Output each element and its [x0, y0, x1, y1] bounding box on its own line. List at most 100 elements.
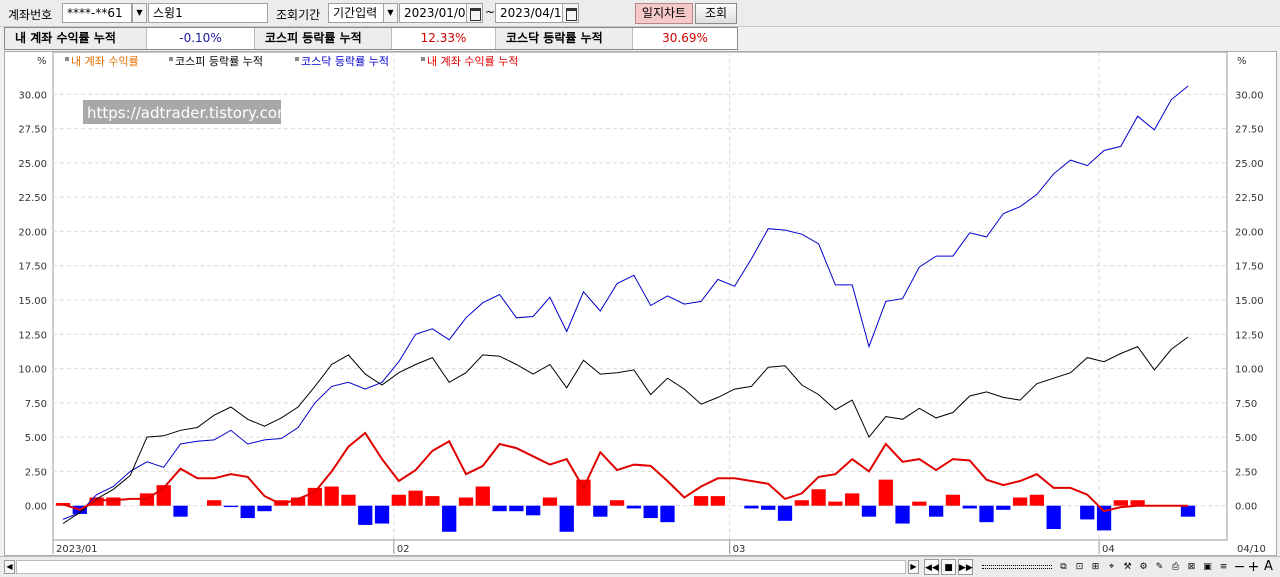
bottom-bar: ◀ ▶ ◀◀ ■ ▶▶ ⧉ ⊡ ⊞ ⌖ ⚒ ⚙ ✎ ⎙ ⊠ ▣ ≡ − + A [0, 556, 1280, 577]
daily-return-bar [240, 505, 255, 519]
square-icon[interactable]: ⧉ [1060, 562, 1067, 572]
y-tick-label-left: 27.50 [18, 125, 47, 136]
x-end-label: 04/10 [1237, 544, 1266, 555]
zoom-in-icon[interactable]: + [1247, 559, 1260, 575]
y-tick-label-left: 30.00 [18, 90, 47, 101]
y-tick-label-right: 20.00 [1235, 227, 1264, 238]
daily-return-bar [1096, 505, 1112, 531]
daily-return-bar [425, 496, 440, 506]
daily-return-bar [593, 505, 608, 517]
window-icon[interactable]: ▣ [1203, 562, 1212, 572]
y-tick-label-right: 27.50 [1235, 125, 1264, 136]
y-tick-label-left: 10.00 [18, 365, 47, 376]
y-tick-label-right: 10.00 [1235, 365, 1264, 376]
crosshair-icon[interactable]: ⌖ [1108, 562, 1115, 572]
y-tick-label-left: 7.50 [25, 399, 47, 410]
daily-return-bar [542, 497, 558, 506]
account-number-field[interactable]: ****-**61 [62, 3, 132, 23]
query-button[interactable]: 조회 [695, 3, 737, 24]
watermark-text: https://adtrader.tistory.com [87, 104, 292, 122]
date-separator: ~ [485, 5, 496, 19]
y-tick-label-left: 17.50 [18, 262, 47, 273]
daily-return-bar [878, 479, 893, 506]
daily-return-bar [928, 505, 944, 517]
my-return-label: 내 계좌 수익률 누적 [5, 28, 147, 49]
my-return-value: -0.10% [147, 28, 255, 49]
draw-icon[interactable]: ✎ [1155, 562, 1164, 572]
daily-return-bar [1080, 505, 1095, 520]
daily-return-bar [1180, 505, 1196, 517]
y-tick-label-right: 25.00 [1235, 159, 1264, 170]
daily-return-bar [1012, 497, 1028, 506]
daily-return-bar [526, 505, 541, 516]
daily-return-bar [442, 505, 457, 532]
account-dropdown-icon[interactable]: ▼ [132, 3, 147, 23]
daily-return-bar [290, 497, 306, 506]
daily-return-bar [173, 505, 188, 517]
last-page-icon[interactable]: ▶▶ [958, 559, 973, 575]
stop-icon[interactable]: ■ [941, 559, 956, 575]
daily-return-bar [861, 505, 877, 517]
y-tick-label-right: 22.50 [1235, 193, 1264, 204]
scroll-right-icon[interactable]: ▶ [908, 560, 919, 574]
daily-return-bar [811, 489, 826, 506]
performance-chart[interactable]: 0.00 2.50 5.00 7.50 10.00 12.50 15.00 17.50 20.0… [5, 51, 1276, 555]
y-tick-label-right: 12.50 [1235, 330, 1264, 341]
print-icon[interactable]: ⎙ [1171, 562, 1180, 572]
x-tick-label: 03 [733, 544, 746, 555]
y-tick-label-left: 0.00 [25, 502, 47, 513]
date-from-calendar-icon[interactable] [466, 3, 483, 23]
kospi-value: 12.33% [392, 28, 496, 49]
scroll-left-icon[interactable]: ◀ [4, 560, 15, 574]
period-dropdown-icon[interactable]: ▼ [383, 3, 398, 23]
kosdaq-label: 코스닥 등락률 누적 [496, 28, 633, 49]
y-tick-label-right: 17.50 [1235, 262, 1264, 273]
date-from-field[interactable]: 2023/01/01 [399, 3, 467, 23]
daily-return-bar [257, 505, 272, 512]
y-tick-label-right: 2.50 [1235, 467, 1257, 478]
first-page-icon[interactable]: ◀◀ [924, 559, 939, 575]
period-label: 조회기간 [276, 8, 321, 22]
copy-icon[interactable]: ⊡ [1075, 562, 1084, 572]
series-line [62, 336, 1189, 524]
daily-return-bar [374, 505, 390, 524]
legend-swatch [169, 57, 173, 61]
daily-return-bar [777, 505, 793, 521]
daily-return-bar [1130, 500, 1145, 506]
daily-return-bar [794, 500, 809, 506]
chart-panel[interactable]: 0.00 2.50 5.00 7.50 10.00 12.50 15.00 17.50 20.0… [4, 51, 1277, 556]
daily-return-bar [693, 496, 709, 506]
legend-label: 내 계좌 수익률 [71, 55, 139, 68]
zoom-out-icon[interactable]: − [1233, 559, 1246, 575]
daily-return-bar [391, 494, 406, 506]
daily-return-bar [609, 500, 625, 506]
menu-icon[interactable]: ≡ [1219, 562, 1228, 572]
y-tick-label-left: 15.00 [18, 296, 47, 307]
period-type-select[interactable]: 기간입력 [328, 3, 384, 23]
daily-return-bar [206, 500, 222, 506]
daily-return-bar [307, 487, 323, 506]
zoom-slider[interactable] [982, 565, 1052, 569]
date-to-calendar-icon[interactable] [562, 3, 579, 23]
kospi-label: 코스피 등락률 누적 [255, 28, 392, 49]
daily-return-bar [1029, 494, 1045, 506]
save-icon[interactable]: ⊠ [1187, 562, 1196, 572]
y-tick-label-right: 5.00 [1235, 433, 1257, 444]
daily-return-bar [761, 505, 776, 510]
y-unit-label-right: % [1237, 56, 1247, 67]
daily-chart-button[interactable]: 일지차트 [635, 3, 693, 24]
date-to-field[interactable]: 2023/04/10 [495, 3, 563, 23]
tool-icon[interactable]: ⚒ [1123, 562, 1132, 572]
auto-scale-icon[interactable]: A [1264, 559, 1273, 574]
horizontal-scrollbar[interactable] [16, 560, 906, 574]
daily-return-bar [626, 505, 642, 509]
layout-icon[interactable]: ⊞ [1091, 562, 1100, 572]
daily-return-bar [845, 493, 860, 506]
toolbar: 계좌번호 ****-**61 ▼ 스윙1 조회기간 기간입력 ▼ 2023/01… [0, 0, 1280, 27]
account-name-field[interactable]: 스윙1 [148, 3, 268, 23]
y-tick-label-right: 15.00 [1235, 296, 1264, 307]
daily-return-bar [576, 479, 591, 506]
y-tick-label-right: 0.00 [1235, 502, 1257, 513]
settings-icon[interactable]: ⚙ [1139, 562, 1148, 572]
y-tick-label-right: 7.50 [1235, 399, 1257, 410]
